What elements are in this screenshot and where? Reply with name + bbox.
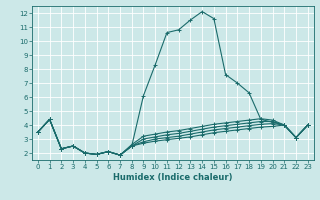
- X-axis label: Humidex (Indice chaleur): Humidex (Indice chaleur): [113, 173, 233, 182]
